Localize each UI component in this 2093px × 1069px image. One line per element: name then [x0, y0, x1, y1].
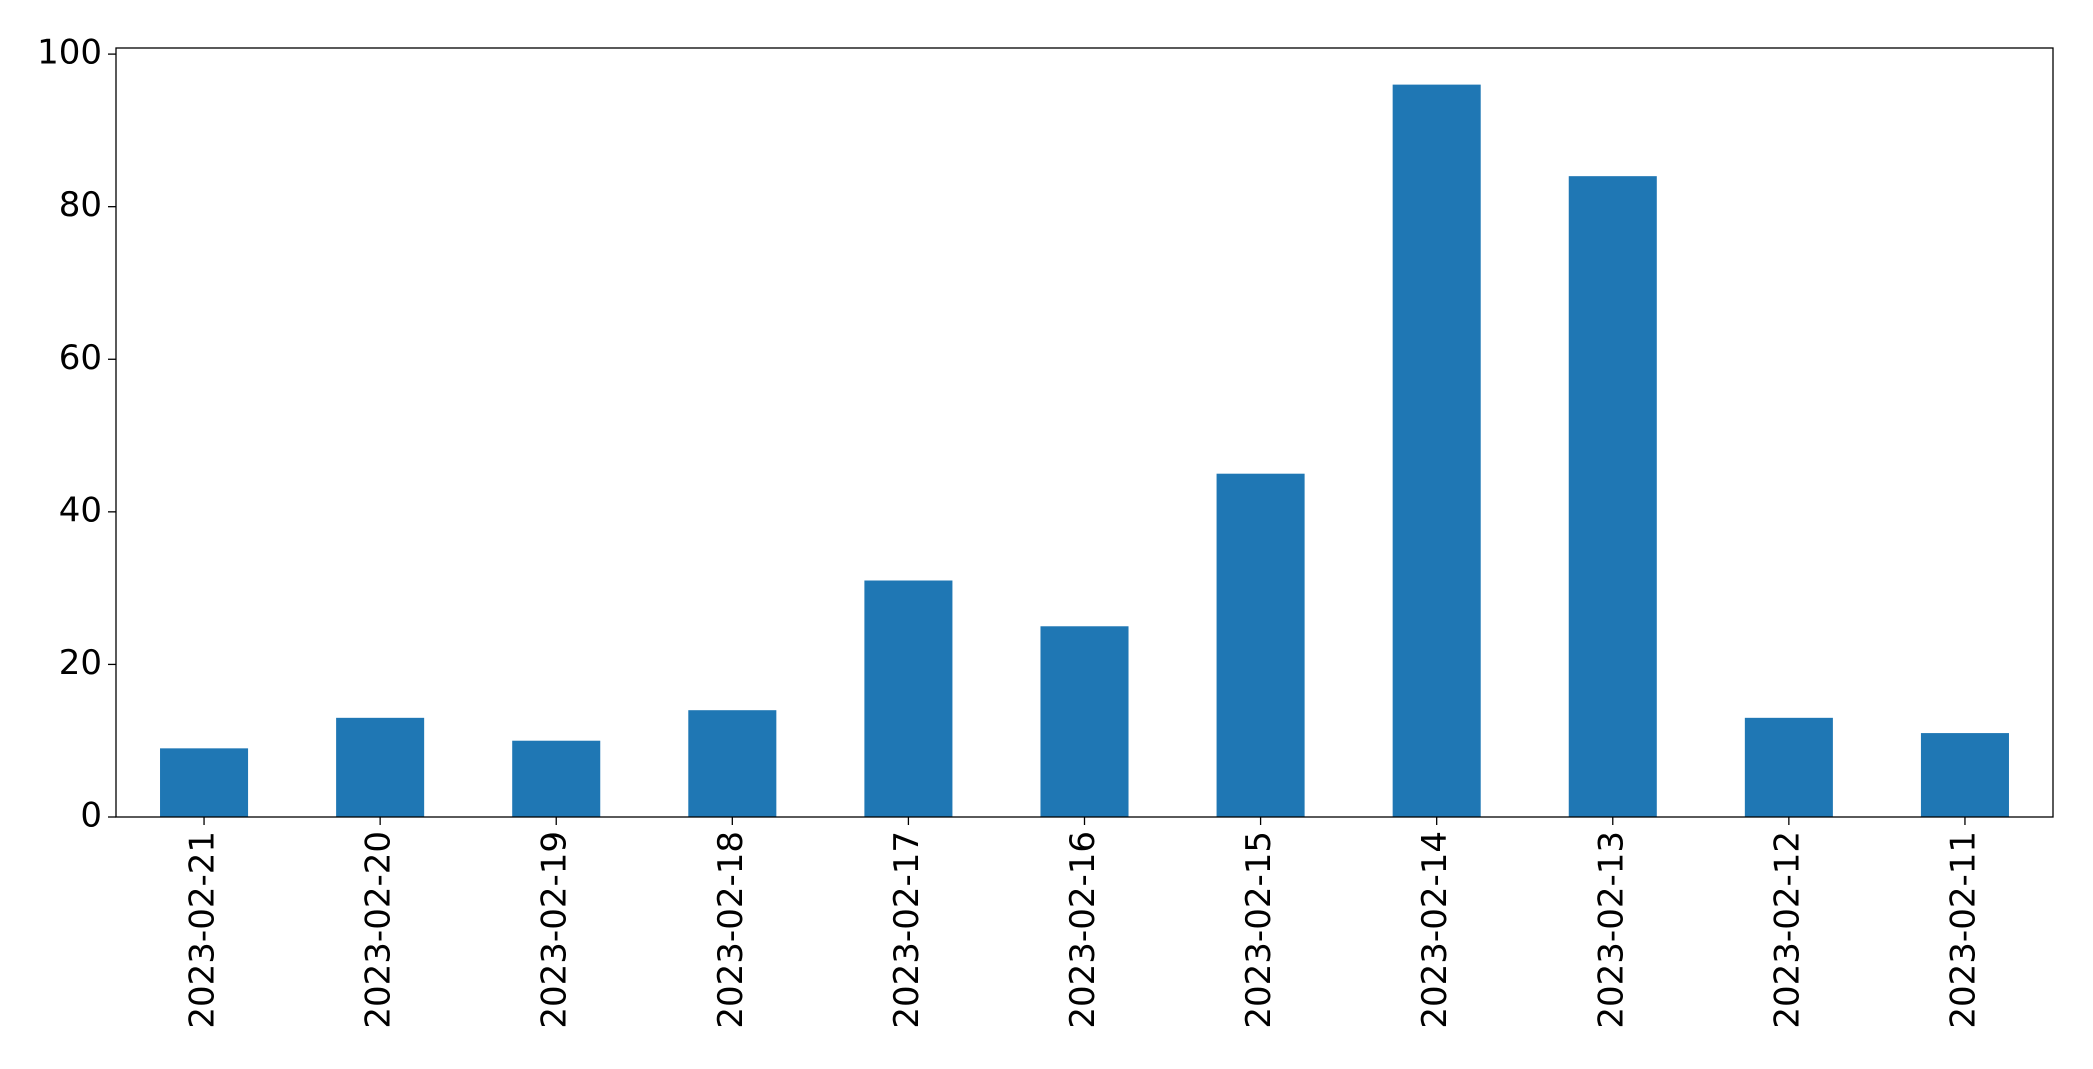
x-tick-label: 2023-02-11 — [1943, 831, 1983, 1029]
bar — [1920, 733, 2009, 817]
bar — [512, 740, 601, 817]
bar — [336, 717, 425, 817]
x-tick-label: 2023-02-13 — [1591, 831, 1631, 1029]
bar — [1568, 176, 1657, 817]
bar — [160, 748, 249, 817]
x-tick-label: 2023-02-19 — [535, 831, 575, 1029]
y-tick-label: 20 — [59, 643, 102, 683]
x-tick-label: 2023-02-16 — [1063, 831, 1103, 1029]
x-tick-label: 2023-02-15 — [1239, 831, 1279, 1029]
x-tick-label: 2023-02-21 — [183, 831, 223, 1029]
y-tick-label: 80 — [59, 185, 102, 225]
y-tick-label: 0 — [80, 796, 102, 836]
axes-frame — [115, 47, 2054, 818]
y-tick-label: 100 — [37, 33, 102, 73]
y-tick-label: 60 — [59, 338, 102, 378]
y-tick-label: 40 — [59, 490, 102, 530]
bar — [864, 580, 953, 817]
bar — [1744, 717, 1833, 817]
bar — [1040, 626, 1129, 817]
x-tick-label: 2023-02-14 — [1415, 831, 1455, 1029]
bar — [1392, 84, 1481, 818]
x-tick-label: 2023-02-18 — [711, 831, 751, 1029]
bar — [688, 710, 777, 817]
bar — [1216, 473, 1305, 817]
x-tick-label: 2023-02-20 — [359, 831, 399, 1029]
x-tick-label: 2023-02-17 — [887, 831, 927, 1029]
x-tick-label: 2023-02-12 — [1767, 831, 1807, 1029]
